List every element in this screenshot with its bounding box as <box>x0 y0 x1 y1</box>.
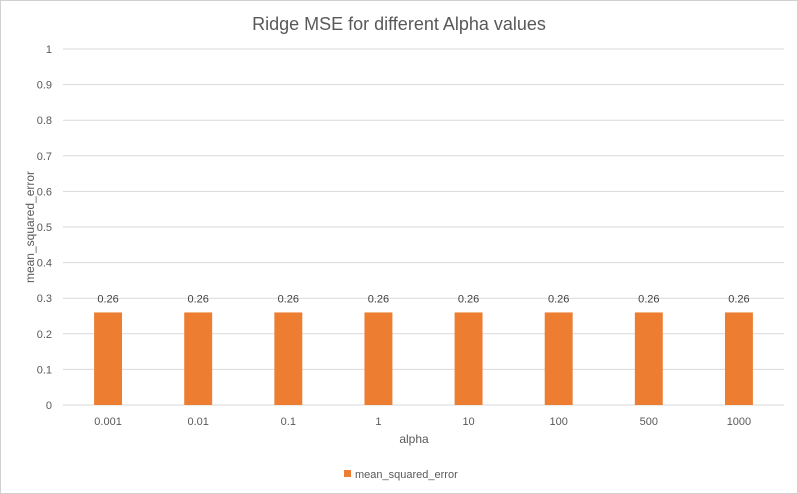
data-label: 0.26 <box>548 293 569 305</box>
bar <box>454 312 483 405</box>
x-tick-label: 10 <box>462 416 474 428</box>
y-tick-label: 0.2 <box>37 329 52 341</box>
y-tick-label: 1 <box>46 44 52 56</box>
y-tick-label: 0.4 <box>37 258 52 270</box>
data-label: 0.26 <box>368 293 389 305</box>
data-label: 0.26 <box>728 293 749 305</box>
x-tick-label: 0.1 <box>281 416 296 428</box>
y-axis-title: mean_squared_error <box>23 171 37 283</box>
x-tick-label: 100 <box>550 416 568 428</box>
x-tick-label: 1 <box>375 416 381 428</box>
bar <box>544 312 573 405</box>
bar <box>634 312 663 405</box>
data-label: 0.26 <box>187 293 208 305</box>
data-label: 0.26 <box>278 293 299 305</box>
x-axis-title: alpha <box>399 432 429 446</box>
y-tick-label: 0.5 <box>37 222 52 234</box>
data-label: 0.26 <box>458 293 479 305</box>
y-tick-label: 0.8 <box>37 115 52 127</box>
y-tick-label: 0.9 <box>37 80 52 92</box>
chart-title: Ridge MSE for different Alpha values <box>252 14 546 34</box>
bars <box>94 312 753 405</box>
y-tick-label: 0.7 <box>37 151 52 163</box>
bar <box>94 312 123 405</box>
y-tick-label: 0 <box>46 400 52 412</box>
y-tick-label: 0.3 <box>37 293 52 305</box>
bar <box>364 312 393 405</box>
x-tick-label: 500 <box>640 416 658 428</box>
gridlines <box>63 48 784 406</box>
y-tick-label: 0.6 <box>37 186 52 198</box>
y-axis-ticks: 0 0.1 0.2 0.3 0.4 0.5 0.6 0.7 0.8 0.9 1 <box>37 44 52 412</box>
bar <box>184 312 213 405</box>
x-tick-label: 0.01 <box>187 416 208 428</box>
bar <box>724 312 753 405</box>
legend: mean_squared_error <box>344 469 458 481</box>
data-labels: 0.26 0.26 0.26 0.26 0.26 0.26 0.26 0.26 <box>97 293 749 305</box>
legend-swatch <box>344 470 351 477</box>
y-tick-label: 0.1 <box>37 364 52 376</box>
x-tick-label: 1000 <box>727 416 751 428</box>
legend-label: mean_squared_error <box>355 469 458 481</box>
bar <box>274 312 303 405</box>
x-axis-ticks: 0.001 0.01 0.1 1 10 100 500 1000 <box>94 416 751 428</box>
data-label: 0.26 <box>97 293 118 305</box>
data-label: 0.26 <box>638 293 659 305</box>
x-tick-label: 0.001 <box>94 416 122 428</box>
